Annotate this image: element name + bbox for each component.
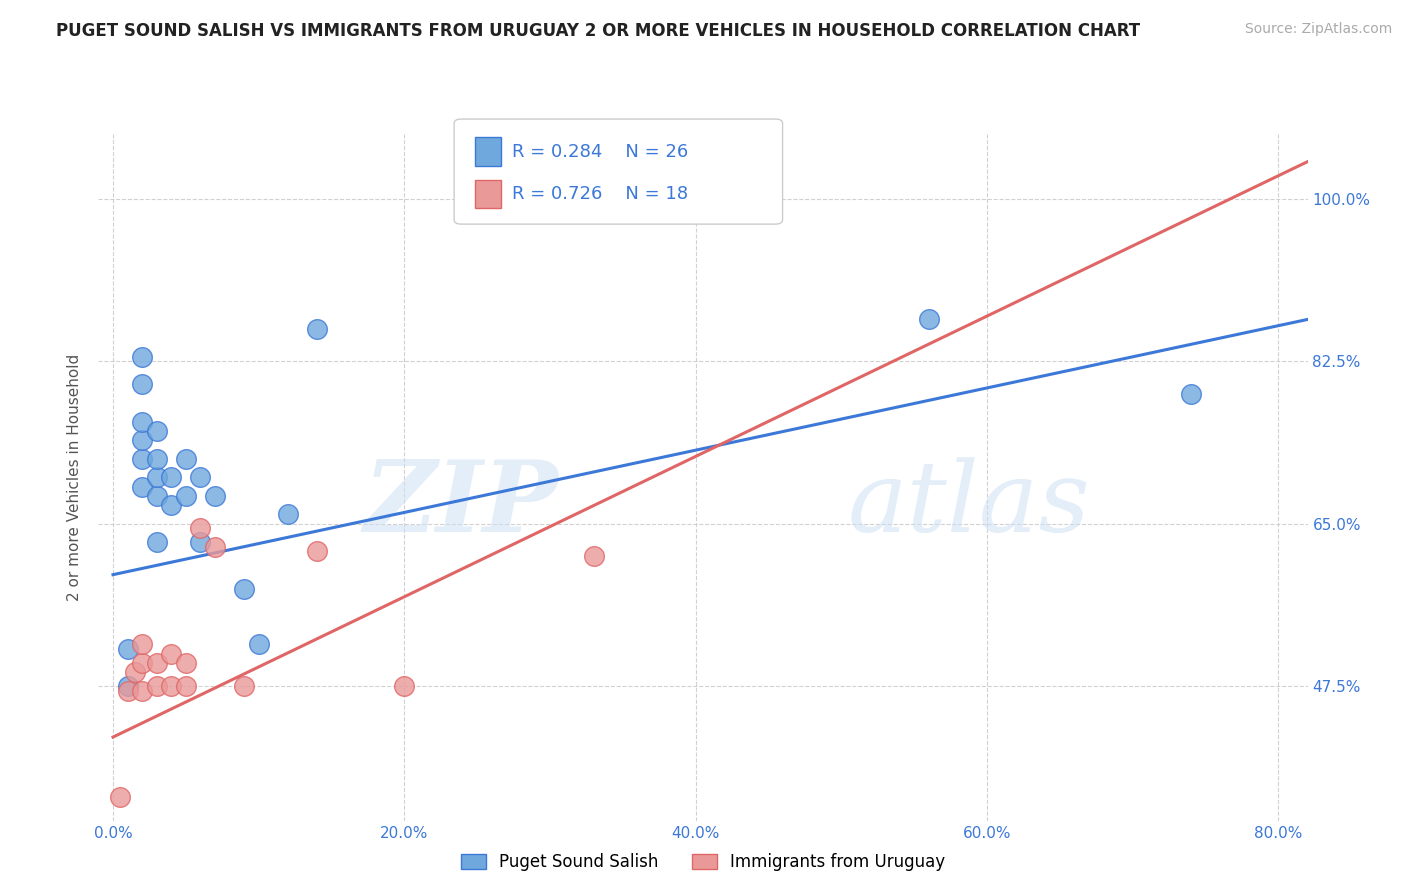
Text: R = 0.284    N = 26: R = 0.284 N = 26 bbox=[512, 143, 688, 161]
Immigrants from Uruguay bbox=[174, 679, 197, 693]
Immigrants from Uruguay bbox=[160, 647, 183, 661]
Puget Sound Salish bbox=[204, 489, 226, 503]
Puget Sound Salish bbox=[918, 312, 941, 326]
Puget Sound Salish bbox=[160, 498, 183, 512]
Immigrants from Uruguay bbox=[131, 683, 153, 698]
Text: R = 0.726    N = 18: R = 0.726 N = 18 bbox=[512, 185, 688, 202]
Puget Sound Salish bbox=[174, 451, 197, 466]
Text: atlas: atlas bbox=[848, 457, 1091, 552]
Puget Sound Salish bbox=[247, 637, 270, 651]
Puget Sound Salish bbox=[1180, 386, 1202, 401]
Immigrants from Uruguay bbox=[110, 790, 132, 805]
Immigrants from Uruguay bbox=[145, 656, 167, 670]
Puget Sound Salish bbox=[145, 535, 167, 549]
Text: ZIP: ZIP bbox=[363, 457, 558, 553]
Text: Source: ZipAtlas.com: Source: ZipAtlas.com bbox=[1244, 22, 1392, 37]
Immigrants from Uruguay bbox=[145, 679, 167, 693]
Immigrants from Uruguay bbox=[204, 540, 226, 554]
Immigrants from Uruguay bbox=[582, 549, 605, 563]
Puget Sound Salish bbox=[190, 535, 212, 549]
Puget Sound Salish bbox=[117, 641, 139, 656]
Text: PUGET SOUND SALISH VS IMMIGRANTS FROM URUGUAY 2 OR MORE VEHICLES IN HOUSEHOLD CO: PUGET SOUND SALISH VS IMMIGRANTS FROM UR… bbox=[56, 22, 1140, 40]
Y-axis label: 2 or more Vehicles in Household: 2 or more Vehicles in Household bbox=[67, 353, 83, 601]
Immigrants from Uruguay bbox=[233, 679, 256, 693]
Legend: Puget Sound Salish, Immigrants from Uruguay: Puget Sound Salish, Immigrants from Urug… bbox=[454, 847, 952, 878]
Puget Sound Salish bbox=[145, 424, 167, 438]
Immigrants from Uruguay bbox=[190, 521, 212, 535]
Puget Sound Salish bbox=[131, 415, 153, 429]
Puget Sound Salish bbox=[145, 451, 167, 466]
Puget Sound Salish bbox=[233, 582, 256, 596]
Immigrants from Uruguay bbox=[160, 679, 183, 693]
Puget Sound Salish bbox=[160, 470, 183, 484]
Immigrants from Uruguay bbox=[124, 665, 146, 680]
Immigrants from Uruguay bbox=[394, 679, 416, 693]
Immigrants from Uruguay bbox=[131, 656, 153, 670]
Puget Sound Salish bbox=[277, 508, 299, 522]
Puget Sound Salish bbox=[131, 377, 153, 392]
Puget Sound Salish bbox=[190, 470, 212, 484]
Immigrants from Uruguay bbox=[117, 683, 139, 698]
Puget Sound Salish bbox=[131, 479, 153, 493]
Puget Sound Salish bbox=[131, 350, 153, 364]
Immigrants from Uruguay bbox=[174, 656, 197, 670]
Puget Sound Salish bbox=[174, 489, 197, 503]
Puget Sound Salish bbox=[131, 433, 153, 447]
Puget Sound Salish bbox=[145, 489, 167, 503]
Puget Sound Salish bbox=[131, 451, 153, 466]
Puget Sound Salish bbox=[305, 322, 328, 336]
Puget Sound Salish bbox=[145, 470, 167, 484]
Immigrants from Uruguay bbox=[305, 544, 328, 558]
Puget Sound Salish bbox=[117, 679, 139, 693]
Immigrants from Uruguay bbox=[131, 637, 153, 651]
